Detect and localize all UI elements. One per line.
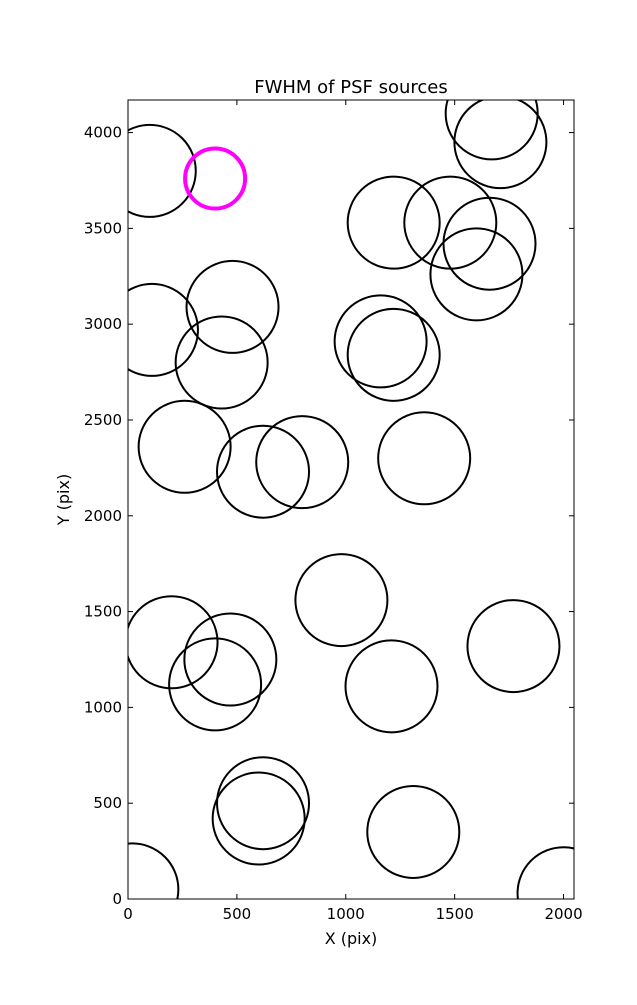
chart-title: FWHM of PSF sources	[254, 77, 448, 98]
source-marker	[211, 771, 306, 866]
source-marker	[128, 595, 219, 690]
plot-frame	[127, 99, 575, 900]
source-marker	[333, 294, 428, 389]
y-tick-label: 3000	[84, 315, 122, 333]
source-marker	[366, 784, 461, 879]
highlight-source-marker	[183, 146, 248, 211]
source-marker	[429, 227, 524, 322]
source-marker	[516, 846, 574, 899]
x-tick-label: 0	[123, 905, 133, 923]
source-marker	[403, 175, 498, 270]
y-tick-label: 4000	[84, 124, 122, 142]
y-tick-label: 0	[112, 890, 122, 908]
source-marker	[168, 637, 263, 732]
y-tick-label: 1500	[84, 603, 122, 621]
source-marker	[128, 282, 199, 377]
x-tick-label: 500	[223, 905, 252, 923]
markers-layer	[128, 100, 574, 899]
source-marker	[344, 639, 439, 734]
x-axis-title: X (pix)	[325, 929, 378, 948]
y-tick-label: 2000	[84, 507, 122, 525]
y-tick-label: 1000	[84, 698, 122, 716]
y-tick-label: 2500	[84, 411, 122, 429]
source-marker	[255, 415, 350, 510]
source-marker	[137, 399, 232, 494]
y-axis: 0 500 1000 1500 2000 2500 3000 3500 4000	[84, 124, 574, 908]
y-tick-label: 3500	[84, 219, 122, 237]
source-marker	[174, 315, 269, 410]
x-axis: 0 500 1000 1500 2000	[123, 100, 583, 923]
source-marker	[128, 123, 197, 218]
source-marker	[346, 307, 441, 402]
y-tick-label: 500	[93, 794, 122, 812]
source-marker	[128, 842, 180, 899]
source-marker	[216, 424, 311, 519]
source-marker	[442, 196, 537, 291]
source-marker	[216, 756, 311, 851]
source-marker	[346, 175, 441, 270]
source-marker	[183, 612, 278, 707]
y-axis-title: Y (pix)	[54, 474, 73, 526]
x-tick-label: 2000	[544, 905, 582, 923]
source-marker	[444, 100, 539, 161]
x-tick-label: 1500	[436, 905, 474, 923]
source-marker	[466, 599, 561, 694]
source-marker	[294, 553, 389, 648]
source-marker	[377, 411, 472, 506]
x-tick-label: 1000	[327, 905, 365, 923]
source-marker	[185, 259, 280, 354]
source-marker	[453, 100, 548, 190]
